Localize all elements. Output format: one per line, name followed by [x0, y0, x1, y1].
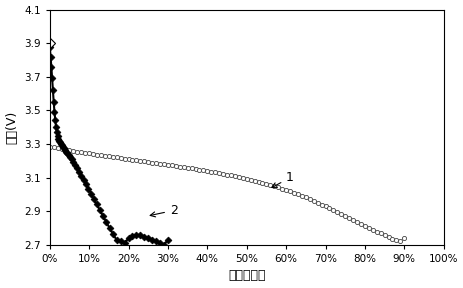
Text: 2: 2 — [150, 204, 177, 217]
Text: 1: 1 — [271, 171, 294, 187]
Y-axis label: 电压(V): 电压(V) — [6, 111, 19, 144]
X-axis label: 容量保持率: 容量保持率 — [227, 270, 265, 283]
